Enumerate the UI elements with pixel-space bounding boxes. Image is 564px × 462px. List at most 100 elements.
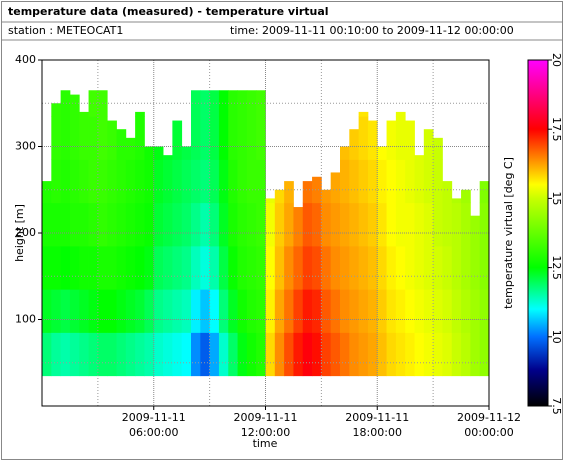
heat-cell bbox=[79, 289, 89, 333]
heat-cell bbox=[125, 202, 136, 247]
heat-cell bbox=[107, 120, 117, 160]
heat-cell bbox=[395, 111, 406, 117]
heat-cell bbox=[395, 332, 406, 377]
heat-cell bbox=[423, 245, 434, 290]
heat-cell bbox=[153, 332, 164, 377]
heat-cell bbox=[470, 289, 481, 333]
heat-cell bbox=[200, 245, 211, 290]
heat-cell bbox=[209, 289, 220, 333]
chart-title: temperature data (measured) - temperatur… bbox=[8, 5, 329, 18]
heat-cell bbox=[377, 332, 387, 377]
time-range: time: 2009-11-11 00:10:00 to 2009-11-12 … bbox=[230, 24, 514, 37]
heat-cell bbox=[228, 202, 238, 247]
heat-cell bbox=[451, 198, 462, 204]
heat-cell bbox=[312, 176, 322, 204]
heat-cell bbox=[256, 245, 266, 290]
heat-cell bbox=[79, 116, 89, 160]
heat-cell bbox=[321, 332, 332, 377]
heat-cell bbox=[153, 146, 164, 160]
heat-cell bbox=[97, 159, 108, 204]
colorbar-tick-label: 10 bbox=[550, 330, 563, 344]
heat-cell bbox=[330, 202, 341, 247]
heat-cell bbox=[395, 159, 406, 204]
heat-cell bbox=[367, 245, 378, 290]
heat-cell bbox=[284, 202, 294, 247]
heat-cell bbox=[377, 146, 387, 160]
heat-cell bbox=[386, 245, 397, 290]
heat-cell bbox=[330, 245, 341, 290]
heat-cell bbox=[479, 245, 490, 290]
heat-cell bbox=[367, 159, 378, 204]
heat-cell bbox=[116, 129, 127, 160]
heat-cell bbox=[181, 146, 192, 160]
heat-cell bbox=[461, 289, 471, 333]
heat-cell bbox=[349, 245, 360, 290]
heat-cell bbox=[330, 172, 341, 204]
heat-cell bbox=[395, 245, 406, 290]
heat-cell bbox=[88, 245, 99, 290]
heat-cell bbox=[265, 289, 276, 333]
heat-cell bbox=[116, 202, 127, 247]
heat-cell bbox=[442, 332, 453, 377]
heat-cell bbox=[153, 289, 164, 333]
heat-cell bbox=[442, 202, 453, 247]
heat-cell bbox=[340, 202, 350, 247]
heat-cell bbox=[51, 332, 62, 377]
heat-cell bbox=[79, 159, 89, 204]
heat-cell bbox=[405, 332, 415, 377]
heat-cell bbox=[42, 332, 52, 377]
heat-cell bbox=[107, 202, 117, 247]
heat-cell bbox=[42, 289, 52, 333]
heat-cell bbox=[125, 137, 136, 160]
heat-cell bbox=[88, 202, 99, 247]
heat-cell bbox=[163, 245, 173, 290]
heat-cell bbox=[116, 159, 127, 204]
heat-cell bbox=[191, 289, 201, 333]
heat-cell bbox=[358, 332, 369, 377]
heat-cell bbox=[218, 159, 229, 204]
heat-cell bbox=[358, 289, 369, 333]
heat-cell bbox=[228, 245, 238, 290]
heat-cell bbox=[51, 159, 62, 204]
heat-cell bbox=[200, 289, 211, 333]
heat-cell bbox=[284, 332, 294, 377]
colorbar-tick-label: 17.5 bbox=[550, 117, 563, 142]
heat-cell bbox=[191, 245, 201, 290]
heat-cell bbox=[312, 332, 322, 377]
heat-cell bbox=[386, 332, 397, 377]
heat-cell bbox=[246, 202, 257, 247]
heat-cell bbox=[60, 202, 71, 247]
heat-cell bbox=[479, 289, 490, 333]
heat-cell bbox=[405, 289, 415, 333]
heat-cell bbox=[218, 289, 229, 333]
heat-cell bbox=[405, 245, 415, 290]
heat-cell bbox=[172, 120, 183, 160]
heat-cell bbox=[163, 202, 173, 247]
heat-cell bbox=[386, 159, 397, 204]
y-tick-label: 100 bbox=[15, 313, 36, 326]
heat-cell bbox=[377, 159, 387, 204]
heat-cell bbox=[172, 289, 183, 333]
colorbar-tick-label: 15 bbox=[550, 191, 563, 205]
heat-cell bbox=[340, 245, 350, 290]
colorbar-tick-label: 12.5 bbox=[550, 255, 563, 280]
heat-cell bbox=[163, 155, 173, 160]
heat-cell bbox=[97, 116, 108, 160]
heat-cell bbox=[51, 289, 62, 333]
heat-cell bbox=[60, 159, 71, 204]
heat-cell bbox=[302, 202, 313, 247]
heat-cell bbox=[144, 202, 155, 247]
heat-cell bbox=[200, 332, 211, 377]
heat-cell bbox=[274, 245, 285, 290]
x-tick-label: 2009-11-11 12:00:00 bbox=[234, 411, 298, 439]
heat-cell bbox=[181, 289, 192, 333]
heat-cell bbox=[79, 245, 89, 290]
heat-cell bbox=[414, 159, 425, 204]
heat-cell bbox=[470, 215, 481, 247]
heat-cell bbox=[191, 202, 201, 247]
heat-cell bbox=[470, 245, 481, 290]
heat-cell bbox=[265, 245, 276, 290]
heat-cell bbox=[125, 159, 136, 204]
heat-cell bbox=[228, 116, 238, 160]
heat-cell bbox=[172, 332, 183, 377]
